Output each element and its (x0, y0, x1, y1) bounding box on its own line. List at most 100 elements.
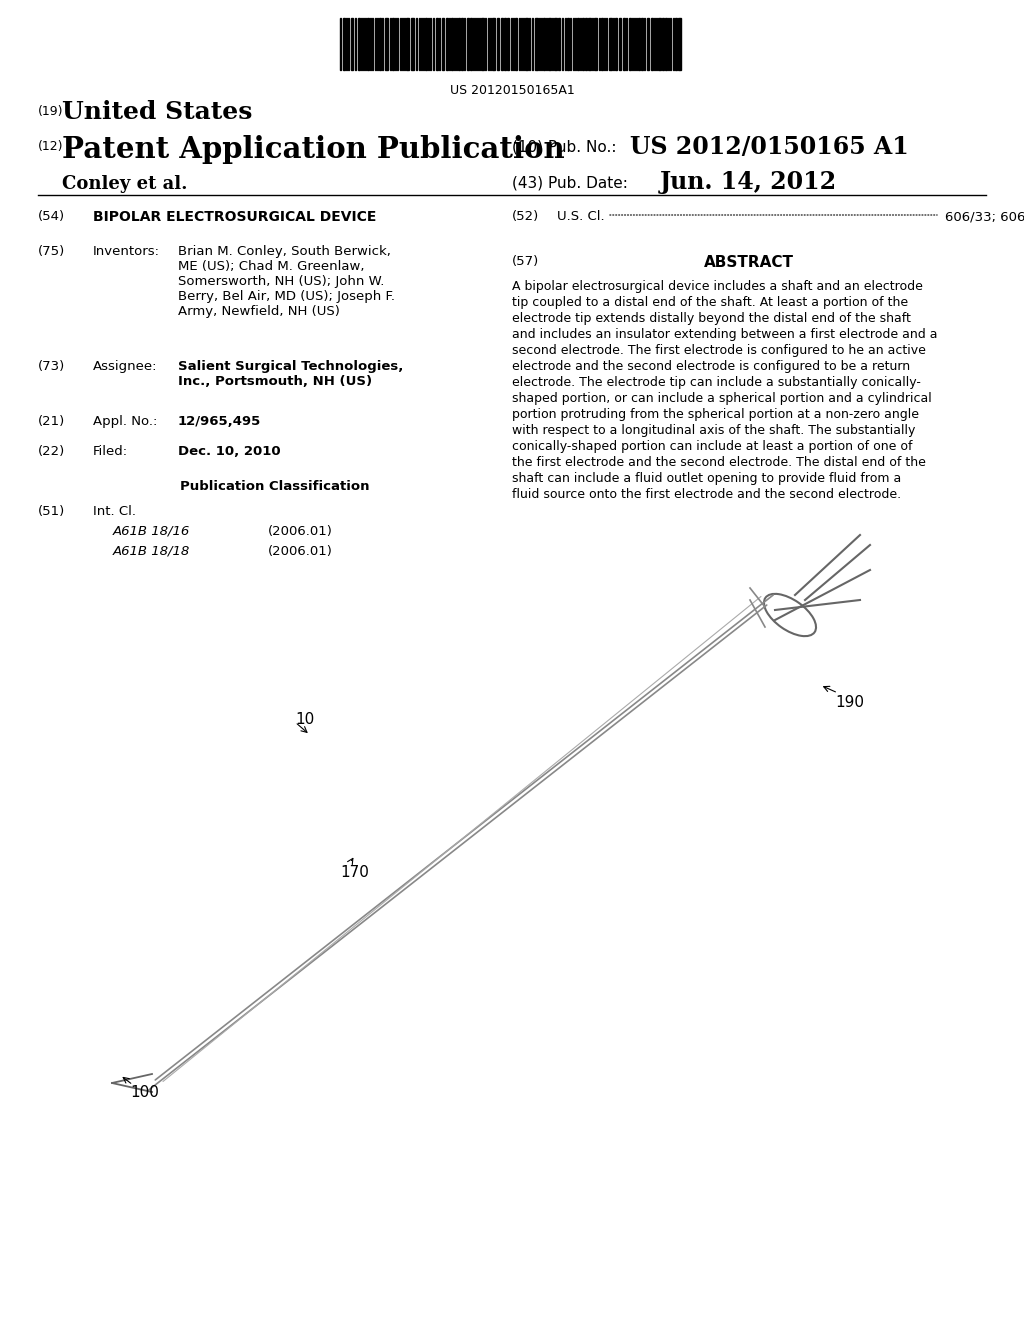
Text: (54): (54) (38, 210, 66, 223)
Bar (501, 18, 503, 70)
Text: 12/965,495: 12/965,495 (178, 414, 261, 428)
Text: Dec. 10, 2010: Dec. 10, 2010 (178, 445, 281, 458)
Text: 190: 190 (835, 696, 864, 710)
Bar (588, 18, 591, 70)
Text: (75): (75) (38, 246, 66, 257)
Text: Assignee:: Assignee: (93, 360, 158, 374)
Bar (392, 18, 394, 70)
Bar (497, 18, 499, 70)
Bar (558, 18, 560, 70)
Bar (458, 18, 460, 70)
Text: electrode tip extends distally beyond the distal end of the shaft: electrode tip extends distally beyond th… (512, 312, 911, 325)
Bar (446, 18, 449, 70)
Text: electrode and the second electrode is configured to be a return: electrode and the second electrode is co… (512, 360, 910, 374)
Bar (567, 18, 569, 70)
Text: BIPOLAR ELECTROSURGICAL DEVICE: BIPOLAR ELECTROSURGICAL DEVICE (93, 210, 377, 224)
Bar (481, 18, 484, 70)
Text: (73): (73) (38, 360, 66, 374)
Text: US 2012/0150165 A1: US 2012/0150165 A1 (630, 135, 908, 158)
Text: Appl. No.:: Appl. No.: (93, 414, 158, 428)
Bar (658, 18, 662, 70)
Bar (665, 18, 667, 70)
Text: US 20120150165A1: US 20120150165A1 (450, 84, 574, 96)
Text: (12): (12) (38, 140, 63, 153)
Bar (662, 18, 664, 70)
Text: electrode. The electrode tip can include a substantially conically-: electrode. The electrode tip can include… (512, 376, 921, 389)
Text: 100: 100 (130, 1085, 159, 1100)
Text: ABSTRACT: ABSTRACT (705, 255, 794, 271)
Text: (52): (52) (512, 210, 540, 223)
Bar (492, 18, 495, 70)
Bar (641, 18, 643, 70)
Bar (629, 18, 631, 70)
Bar (379, 18, 381, 70)
Text: Filed:: Filed: (93, 445, 128, 458)
Text: 606/33; 606/41: 606/33; 606/41 (945, 210, 1024, 223)
Text: (22): (22) (38, 445, 66, 458)
Text: (2006.01): (2006.01) (268, 545, 333, 558)
Bar (451, 18, 453, 70)
Text: second electrode. The first electrode is configured to he an active: second electrode. The first electrode is… (512, 345, 926, 356)
Text: the first electrode and the second electrode. The distal end of the: the first electrode and the second elect… (512, 455, 926, 469)
Text: shaped portion, or can include a spherical portion and a cylindrical: shaped portion, or can include a spheric… (512, 392, 932, 405)
Bar (582, 18, 584, 70)
Bar (442, 18, 444, 70)
Text: with respect to a longitudinal axis of the shaft. The substantially: with respect to a longitudinal axis of t… (512, 424, 915, 437)
Bar (343, 18, 345, 70)
Bar (425, 18, 427, 70)
Text: United States: United States (62, 100, 252, 124)
Bar (436, 18, 438, 70)
Bar (651, 18, 653, 70)
Bar (554, 18, 557, 70)
Text: (57): (57) (512, 255, 540, 268)
Text: U.S. Cl.: U.S. Cl. (557, 210, 604, 223)
Bar (638, 18, 640, 70)
Text: Conley et al.: Conley et al. (62, 176, 187, 193)
Text: portion protruding from the spherical portion at a non-zero angle: portion protruding from the spherical po… (512, 408, 919, 421)
Text: A61B 18/18: A61B 18/18 (113, 545, 190, 558)
Bar (615, 18, 617, 70)
Text: shaft can include a fluid outlet opening to provide fluid from a: shaft can include a fluid outlet opening… (512, 473, 901, 484)
Bar (577, 18, 579, 70)
Text: Inventors:: Inventors: (93, 246, 160, 257)
Text: Brian M. Conley, South Berwick,
ME (US); Chad M. Greenlaw,
Somersworth, NH (US);: Brian M. Conley, South Berwick, ME (US);… (178, 246, 395, 318)
Bar (385, 18, 388, 70)
Bar (367, 18, 369, 70)
Bar (675, 18, 677, 70)
Bar (543, 18, 545, 70)
Bar (618, 18, 621, 70)
Text: conically-shaped portion can include at least a portion of one of: conically-shaped portion can include at … (512, 440, 912, 453)
Bar (411, 18, 414, 70)
Bar (470, 18, 472, 70)
Text: (21): (21) (38, 414, 66, 428)
Bar (515, 18, 517, 70)
Bar (358, 18, 360, 70)
Text: 10: 10 (295, 713, 314, 727)
Bar (601, 18, 603, 70)
Text: fluid source onto the first electrode and the second electrode.: fluid source onto the first electrode an… (512, 488, 901, 502)
Bar (535, 18, 538, 70)
Text: (43) Pub. Date:: (43) Pub. Date: (512, 176, 628, 190)
Text: Patent Application Publication: Patent Application Publication (62, 135, 564, 164)
Text: A bipolar electrosurgical device includes a shaft and an electrode: A bipolar electrosurgical device include… (512, 280, 923, 293)
Text: A61B 18/16: A61B 18/16 (113, 525, 190, 539)
Bar (594, 18, 597, 70)
Bar (406, 18, 409, 70)
Bar (507, 18, 509, 70)
Bar (548, 18, 551, 70)
Text: tip coupled to a distal end of the shaft. At least a portion of the: tip coupled to a distal end of the shaft… (512, 296, 908, 309)
Text: Jun. 14, 2012: Jun. 14, 2012 (660, 170, 838, 194)
Bar (647, 18, 649, 70)
Text: (51): (51) (38, 506, 66, 517)
Text: Publication Classification: Publication Classification (180, 480, 370, 492)
Text: and includes an insulator extending between a first electrode and a: and includes an insulator extending betw… (512, 327, 938, 341)
Bar (678, 18, 681, 70)
Text: (10) Pub. No.:: (10) Pub. No.: (512, 140, 616, 154)
Bar (525, 18, 528, 70)
Bar (461, 18, 463, 70)
Text: Salient Surgical Technologies,
Inc., Portsmouth, NH (US): Salient Surgical Technologies, Inc., Por… (178, 360, 403, 388)
Text: (2006.01): (2006.01) (268, 525, 333, 539)
Bar (585, 18, 587, 70)
Bar (609, 18, 612, 70)
Bar (351, 18, 353, 70)
